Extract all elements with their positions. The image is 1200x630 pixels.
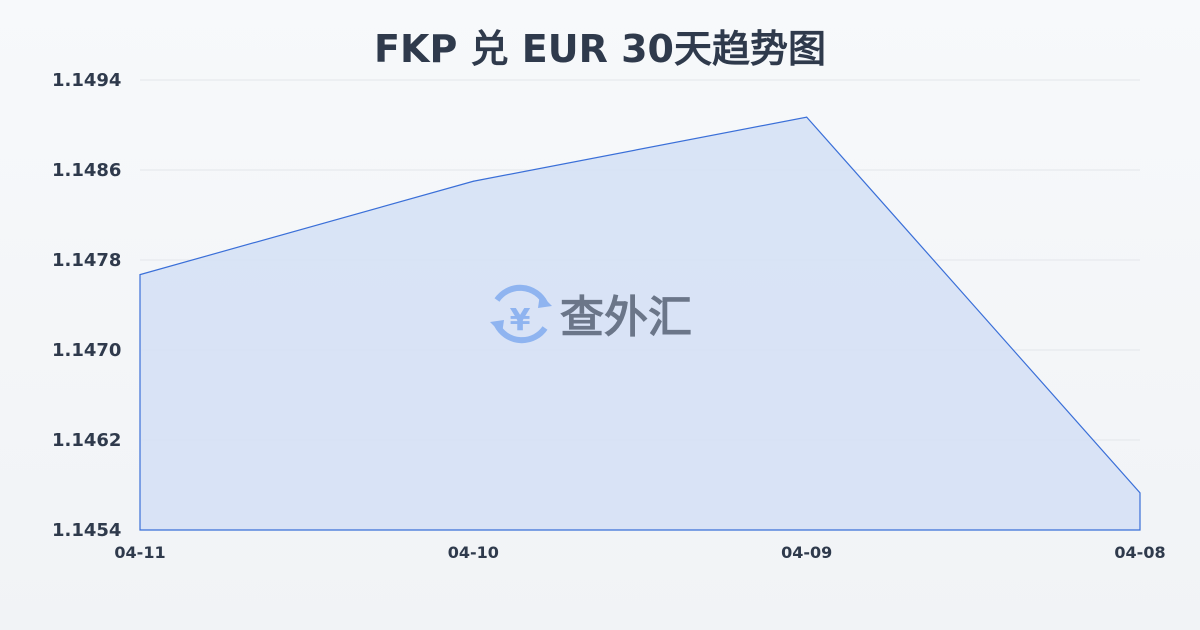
x-tick-label: 04-08	[1114, 543, 1165, 562]
data-point	[1139, 492, 1141, 494]
chart-title: FKP 兑 EUR 30天趋势图	[374, 27, 826, 71]
y-tick-label: 1.1494	[52, 70, 121, 91]
x-tick-label: 04-10	[448, 543, 499, 562]
y-tick-label: 1.1478	[52, 250, 121, 271]
y-tick-label: 1.1454	[52, 520, 121, 541]
area-fill	[140, 117, 1140, 530]
y-tick-label: 1.1486	[52, 160, 121, 181]
yen-exchange-icon: ¥	[490, 284, 552, 344]
x-tick-label: 04-11	[114, 543, 165, 562]
data-point	[472, 180, 474, 182]
y-tick-label: 1.1462	[52, 430, 121, 451]
data-point	[139, 274, 141, 276]
y-tick-label: 1.1470	[52, 340, 121, 361]
svg-text:¥: ¥	[510, 303, 531, 338]
watermark: ¥ 查外汇	[490, 284, 692, 344]
data-point	[806, 116, 808, 118]
x-tick-label: 04-09	[781, 543, 832, 562]
watermark-text: 查外汇	[560, 292, 692, 343]
